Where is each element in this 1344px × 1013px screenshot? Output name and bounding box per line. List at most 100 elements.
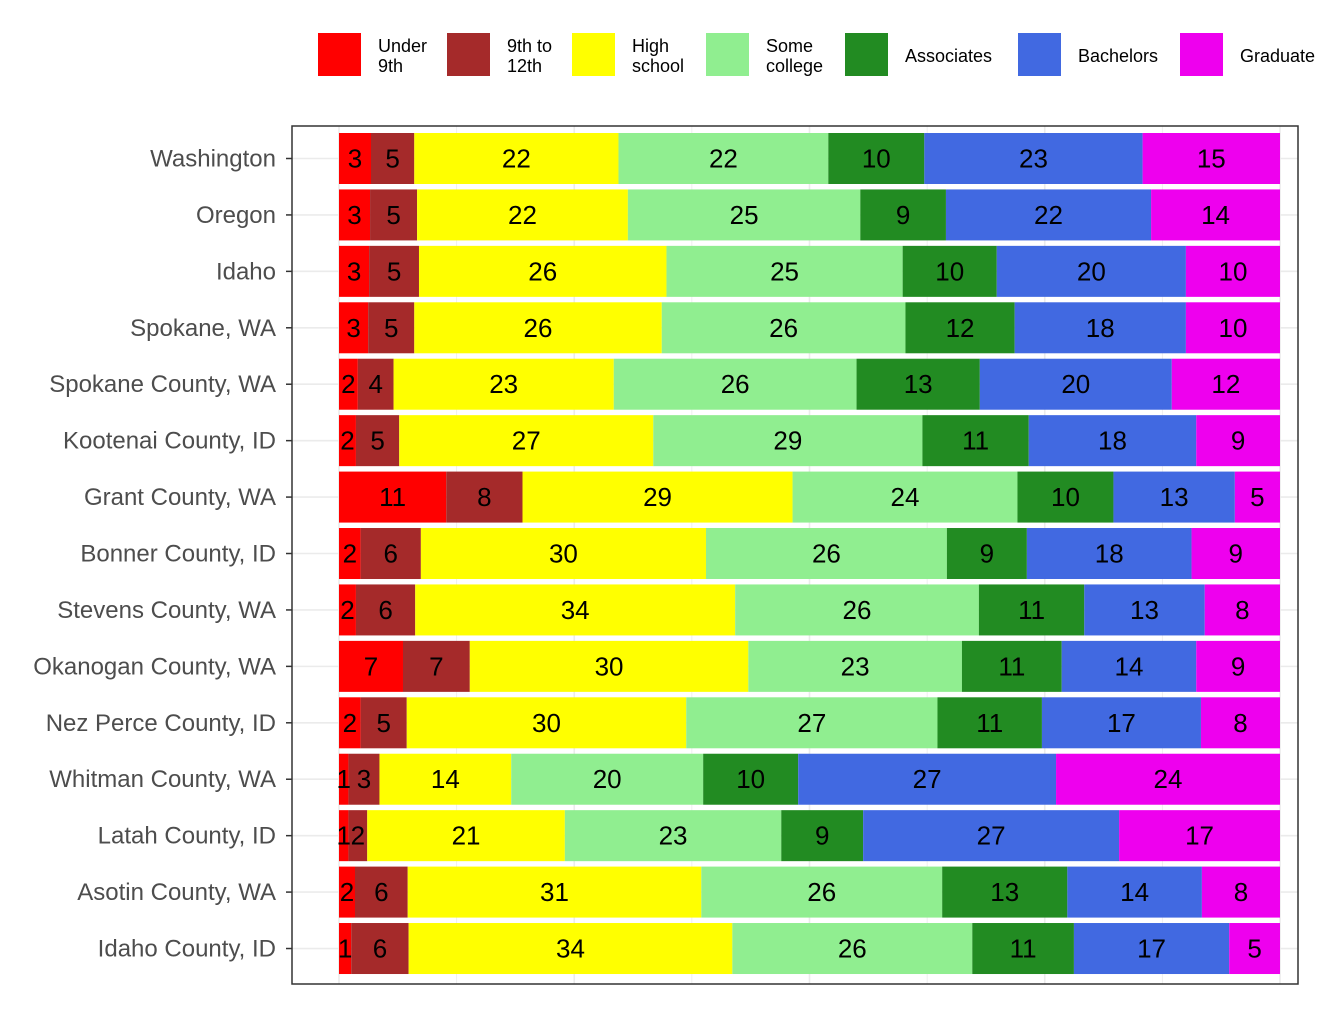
bar-segment-graduate [1234, 471, 1280, 523]
bar-value-label: 11 [962, 426, 989, 456]
bar-value-label: 18 [1086, 313, 1115, 343]
bar-value-label: 26 [769, 313, 798, 343]
bar-value-label: 6 [374, 877, 388, 907]
bar-value-label: 25 [770, 256, 799, 286]
bar-segment-associates [946, 528, 1027, 580]
bar-value-label: 6 [384, 539, 398, 569]
bar-value-label: 29 [643, 482, 672, 512]
bar-value-label: 26 [843, 595, 872, 625]
bar-value-label: 18 [1098, 426, 1127, 456]
bar-value-label: 10 [736, 764, 765, 794]
bar-value-label: 23 [1019, 144, 1048, 174]
bar-segment-somecollege [613, 358, 857, 410]
legend-swatch-under9 [318, 33, 361, 76]
bar-value-label: 14 [431, 764, 460, 794]
bar-segment-graduate [1142, 133, 1280, 184]
bar-value-label: 29 [773, 426, 802, 456]
bar-value-label: 26 [528, 256, 557, 286]
bar-segment-somecollege [661, 302, 906, 354]
y-tick-label: Kootenai County, ID [63, 428, 276, 455]
bar-segment-hs [417, 189, 628, 241]
bar-value-label: 7 [429, 651, 443, 681]
bar-value-label: 3 [348, 144, 362, 174]
y-tick-label: Idaho County, ID [98, 936, 276, 963]
bar-segment-hs [522, 471, 793, 523]
bar-segment-bachelors [1041, 697, 1201, 749]
bar-segment-graduate [1204, 584, 1280, 636]
bar-value-label: 30 [549, 539, 578, 569]
legend-swatch-bachelors [1018, 33, 1061, 76]
y-tick-label: Grant County, WA [84, 484, 276, 511]
bar-segment-9to12 [360, 697, 407, 749]
bar-value-label: 13 [1130, 595, 1159, 625]
bar-segment-hs [414, 133, 619, 184]
bar-value-label: 22 [502, 144, 531, 174]
bar-segment-somecollege [627, 189, 861, 241]
bar-segment-9to12 [370, 133, 415, 184]
bar-segment-9to12 [348, 753, 380, 805]
bar-value-label: 20 [593, 764, 622, 794]
bar-segment-under9 [339, 697, 361, 749]
bar-segment-9to12 [360, 528, 421, 580]
bar-segment-bachelors [996, 245, 1186, 297]
bar-segment-under9 [339, 358, 358, 410]
bar-segment-graduate [1196, 640, 1280, 692]
bar-segment-associates [856, 358, 980, 410]
bar-segment-graduate [1185, 302, 1280, 354]
bar-segment-graduate [1196, 415, 1280, 467]
bar-value-label: 2 [351, 821, 365, 851]
bar-segment-associates [902, 245, 997, 297]
bar-segment-under9 [339, 923, 352, 975]
y-tick-label: Spokane County, WA [49, 371, 276, 398]
bar-segment-graduate [1201, 866, 1280, 918]
bar-segment-somecollege [564, 810, 782, 862]
bar-segment-under9 [339, 415, 356, 467]
bar-value-label: 10 [1051, 482, 1080, 512]
bar-segment-hs [469, 640, 749, 692]
bar-value-label: 24 [1154, 764, 1183, 794]
bar-value-label: 25 [730, 200, 759, 230]
bar-segment-graduate [1200, 697, 1280, 749]
bar-segment-somecollege [705, 528, 947, 580]
bar-segment-graduate [1056, 753, 1280, 805]
bar-value-label: 26 [812, 539, 841, 569]
bar-value-label: 13 [990, 877, 1019, 907]
y-tick-label: Asotin County, WA [77, 879, 276, 906]
bar-segment-graduate [1151, 189, 1280, 241]
legend-label-9to12: 9th to 12th [507, 36, 552, 76]
bar-value-label: 17 [1137, 934, 1166, 964]
bar-segment-9to12 [368, 302, 415, 354]
bar-segment-9to12 [355, 415, 400, 467]
bar-value-label: 5 [387, 256, 401, 286]
bar-labels: 3 5 22 22 10 23 153 5 22 25 9 22 143 5 26 25 10 20 103 5 26 2… [336, 144, 1264, 964]
bar-value-label: 10 [862, 144, 891, 174]
bar-value-label: 12 [1211, 369, 1240, 399]
bar-value-label: 5 [384, 313, 398, 343]
bar-value-label: 17 [1185, 821, 1214, 851]
bar-segment-under9 [339, 640, 403, 692]
bar-segment-associates [972, 923, 1074, 975]
bar-segment-bachelors [1028, 415, 1197, 467]
bar-value-label: 24 [891, 482, 920, 512]
bar-value-label: 8 [1233, 708, 1247, 738]
legend-label-graduate: Graduate [1240, 46, 1315, 66]
y-tick-label: Bonner County, ID [80, 541, 276, 568]
bar-segment-bachelors [798, 753, 1057, 805]
bar-value-label: 14 [1115, 651, 1144, 681]
bar-value-label: 12 [946, 313, 975, 343]
bar-segment-bachelors [945, 189, 1152, 241]
bar-value-label: 13 [1160, 482, 1189, 512]
bar-value-label: 7 [364, 651, 378, 681]
bar-segment-9to12 [370, 189, 418, 241]
y-tick-label: Whitman County, WA [49, 766, 276, 793]
bar-segment-under9 [339, 133, 371, 184]
y-tick-label: Nez Perce County, ID [46, 710, 276, 737]
bar-value-label: 1 [338, 934, 352, 964]
y-tick-label: Stevens County, WA [57, 597, 276, 624]
bar-value-label: 31 [540, 877, 569, 907]
bar-segment-somecollege [618, 133, 829, 184]
bar-value-label: 5 [1247, 934, 1261, 964]
bar-segment-hs [399, 415, 654, 467]
